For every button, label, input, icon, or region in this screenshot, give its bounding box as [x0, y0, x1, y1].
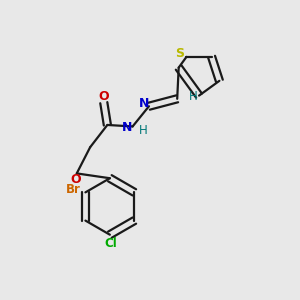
Text: N: N [138, 98, 149, 110]
Text: Br: Br [66, 184, 81, 196]
Text: S: S [176, 47, 184, 60]
Text: Cl: Cl [104, 237, 117, 250]
Text: O: O [98, 90, 109, 103]
Text: H: H [139, 124, 147, 136]
Text: N: N [122, 122, 133, 134]
Text: H: H [189, 90, 198, 103]
Text: O: O [70, 173, 81, 186]
